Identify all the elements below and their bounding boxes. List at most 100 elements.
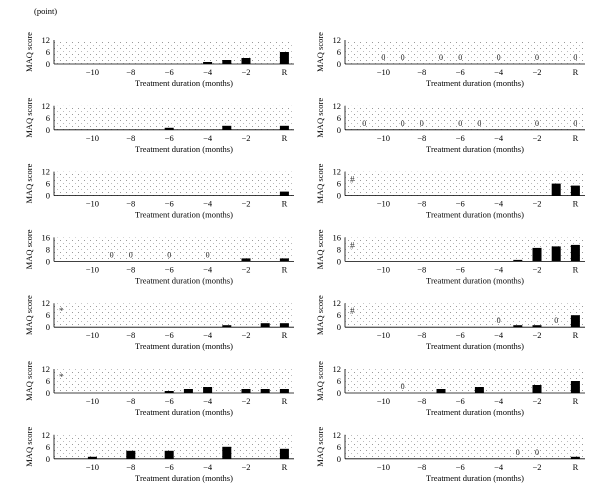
- plot-area: [345, 303, 585, 328]
- x-tick-label: −10: [86, 67, 99, 77]
- y-tick-label: 8: [46, 244, 50, 254]
- x-axis-label: Treatment duration (months): [135, 144, 233, 154]
- zero-value-label: 0: [477, 119, 481, 128]
- x-tick-label: −4: [203, 133, 213, 143]
- x-axis-label: Treatment duration (months): [426, 78, 524, 88]
- x-axis-label: Treatment duration (months): [426, 473, 524, 483]
- x-tick-label: −4: [494, 264, 504, 274]
- zero-value-label: 0: [573, 119, 577, 128]
- x-axis-label: Treatment duration (months): [135, 78, 233, 88]
- chart-panel-2: MAQ score 0 6 12 −10 −8 −6 −4 −2 R Treatment durat…: [315, 32, 585, 88]
- y-tick-label: 12: [42, 364, 51, 374]
- x-tick-label: −2: [241, 330, 250, 340]
- y-axis-label: MAQ score: [315, 32, 325, 72]
- y-tick-label: 0: [46, 191, 50, 201]
- bar: [203, 387, 213, 393]
- x-tick-label: −8: [417, 264, 426, 274]
- x-tick-label: R: [573, 462, 579, 472]
- x-tick-label: −10: [86, 264, 99, 274]
- plot-area: [345, 171, 585, 196]
- y-axis-label: MAQ score: [315, 229, 325, 269]
- bar: [164, 127, 174, 130]
- x-tick-label: −8: [126, 199, 135, 209]
- x-tick-label: −8: [417, 199, 426, 209]
- x-tick-label: −2: [532, 462, 541, 472]
- x-axis-label: Treatment duration (months): [135, 210, 233, 220]
- x-tick-label: −6: [456, 199, 465, 209]
- x-tick-label: −8: [126, 462, 135, 472]
- x-tick-label: −6: [456, 264, 465, 274]
- bar: [279, 258, 289, 262]
- x-tick-label: −4: [494, 462, 504, 472]
- zero-value-label: 0: [206, 250, 210, 259]
- zero-value-label: 0: [167, 250, 171, 259]
- chart-panel-10: MAQ score 0 6 12 −10 −8 −6 −4 −2 R Treatment durat…: [315, 295, 585, 351]
- x-tick-label: −2: [532, 67, 541, 77]
- y-tick-label: 12: [42, 35, 51, 45]
- x-tick-label: −8: [417, 462, 426, 472]
- zero-value-label: 0: [401, 53, 405, 62]
- x-axis-label: Treatment duration (months): [426, 341, 524, 351]
- y-tick-label: 0: [337, 256, 341, 266]
- chart-panel-6: MAQ score 0 6 12 −10 −8 −6 −4 −2 R Treatment durat…: [315, 163, 585, 220]
- plot-area: [54, 237, 294, 262]
- x-tick-label: −4: [203, 264, 213, 274]
- bar: [222, 60, 232, 64]
- bar: [532, 247, 542, 262]
- y-axis-label: MAQ score: [24, 32, 34, 72]
- y-tick-label: 0: [46, 322, 50, 332]
- y-tick-label: 0: [46, 59, 50, 69]
- y-axis-label: MAQ score: [24, 163, 34, 203]
- x-tick-label: R: [282, 133, 288, 143]
- bar: [222, 125, 232, 130]
- chart-panel-9: MAQ score 0 6 12 −10 −8 −6 −4 −2 R Treatment durat…: [24, 295, 294, 351]
- zero-value-label: 0: [458, 119, 462, 128]
- y-tick-label: 12: [333, 35, 342, 45]
- bar: [260, 323, 270, 328]
- bar: [570, 244, 580, 262]
- y-axis-label: MAQ score: [24, 229, 34, 269]
- x-tick-label: −4: [494, 330, 504, 340]
- x-tick-label: −8: [417, 330, 426, 340]
- y-tick-label: 12: [333, 167, 342, 177]
- x-tick-label: −10: [86, 330, 99, 340]
- chart-panel-1: MAQ score 0 6 12 −10 −8 −6 −4 −2 R Treatment durat…: [24, 32, 294, 88]
- chart-panel-7: MAQ score 0 8 16 −10 −8 −6 −4 −2 R Treatment durat…: [24, 229, 294, 285]
- bar: [513, 325, 523, 328]
- x-tick-label: −8: [417, 67, 426, 77]
- significance-marker: #: [350, 306, 355, 316]
- y-tick-label: 6: [337, 113, 341, 123]
- x-tick-label: −2: [241, 462, 250, 472]
- y-tick-label: 12: [42, 101, 51, 111]
- plot-area: [345, 237, 585, 262]
- bar: [241, 258, 251, 262]
- chart-panel-8: MAQ score 0 8 16 −10 −8 −6 −4 −2 R Treatment durat…: [315, 229, 585, 285]
- x-tick-label: −4: [494, 133, 504, 143]
- bar: [164, 391, 174, 393]
- y-tick-label: 6: [337, 376, 341, 386]
- y-tick-label: 0: [46, 125, 50, 135]
- zero-value-label: 0: [535, 448, 539, 457]
- bar: [570, 456, 580, 459]
- y-axis-label: MAQ score: [315, 163, 325, 203]
- bar: [241, 389, 251, 393]
- y-axis-label: MAQ score: [24, 98, 34, 138]
- y-axis-label: MAQ score: [315, 98, 325, 138]
- x-tick-label: −2: [241, 133, 250, 143]
- bar: [474, 387, 484, 393]
- zero-value-label: 0: [554, 316, 558, 325]
- significance-marker: *: [59, 306, 64, 316]
- plot-area: [54, 40, 294, 64]
- x-tick-label: −4: [494, 199, 504, 209]
- chart-panel-5: MAQ score 0 6 12 −10 −8 −6 −4 −2 R Treatment durat…: [24, 163, 294, 220]
- y-tick-label: 0: [337, 322, 341, 332]
- y-tick-label: 6: [46, 47, 50, 57]
- bar: [87, 456, 97, 459]
- x-tick-label: −2: [532, 396, 541, 406]
- x-tick-label: −6: [456, 396, 465, 406]
- bar: [551, 246, 561, 262]
- x-tick-label: −4: [203, 462, 213, 472]
- bar: [436, 389, 446, 393]
- zero-value-label: 0: [516, 448, 520, 457]
- x-tick-label: −8: [126, 396, 135, 406]
